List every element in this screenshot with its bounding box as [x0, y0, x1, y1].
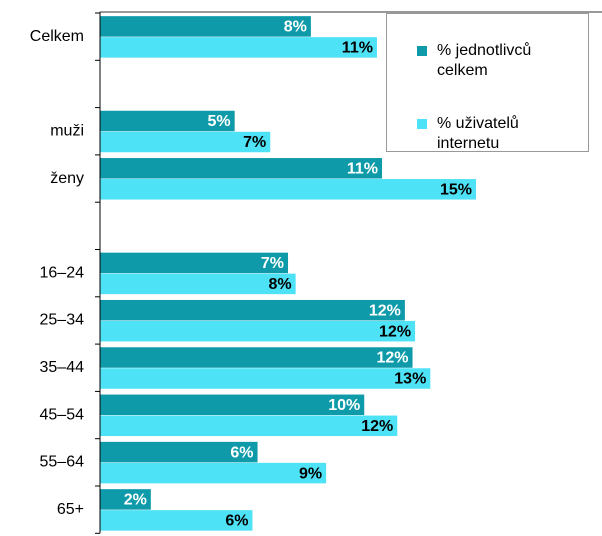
y-tick-label: muži	[50, 122, 84, 139]
value-label: 5%	[208, 113, 231, 130]
bar	[100, 252, 289, 274]
bar	[100, 347, 413, 368]
bar	[100, 110, 235, 132]
bar	[100, 415, 398, 437]
legend-label: % uživatelů internetu	[437, 115, 519, 152]
y-tick-label: Celkem	[30, 28, 84, 45]
value-label: 7%	[243, 134, 266, 151]
y-tick-label: 45–54	[40, 406, 85, 423]
value-label: 13%	[394, 371, 426, 388]
value-label: 11%	[347, 161, 378, 178]
bar	[100, 158, 383, 179]
value-label: 12%	[379, 323, 411, 340]
y-tick-label: ženy	[50, 170, 84, 187]
bar	[100, 131, 271, 153]
bar	[100, 37, 377, 58]
bar	[100, 441, 258, 463]
value-label: 6%	[225, 513, 248, 530]
y-tick-label: 65+	[57, 501, 84, 518]
legend: % jednotlivců celkem % uživatelů internet…	[386, 13, 589, 152]
value-label: 8%	[269, 276, 292, 293]
bar	[100, 394, 365, 416]
value-label: 8%	[284, 19, 307, 36]
bar	[100, 273, 296, 295]
value-label: 15%	[440, 182, 472, 199]
value-label: 7%	[261, 255, 284, 272]
value-label: 12%	[361, 418, 393, 435]
legend-label: % jednotlivců celkem	[437, 42, 532, 79]
value-label: 12%	[369, 302, 401, 319]
value-label: 11%	[342, 40, 373, 57]
legend-swatch	[417, 46, 427, 56]
y-tick-label: 55–64	[40, 454, 85, 471]
bar	[100, 16, 311, 37]
value-label: 6%	[230, 444, 253, 461]
y-tick-label: 16–24	[40, 264, 85, 281]
legend-swatch	[417, 119, 427, 129]
value-label: 9%	[299, 465, 322, 482]
bar	[100, 489, 151, 510]
bar	[100, 510, 253, 531]
legend-item: % jednotlivců celkem	[417, 41, 577, 81]
y-tick-label: 35–44	[40, 359, 85, 376]
bar	[100, 368, 431, 389]
value-label: 10%	[328, 397, 360, 414]
bar	[100, 462, 327, 484]
bar	[100, 320, 416, 342]
bar	[100, 179, 477, 200]
value-label: 2%	[124, 492, 147, 509]
bar	[100, 299, 405, 321]
y-tick-label: 25–34	[40, 312, 85, 329]
value-label: 12%	[376, 350, 408, 367]
legend-item: % uživatelů internetu	[417, 114, 577, 154]
